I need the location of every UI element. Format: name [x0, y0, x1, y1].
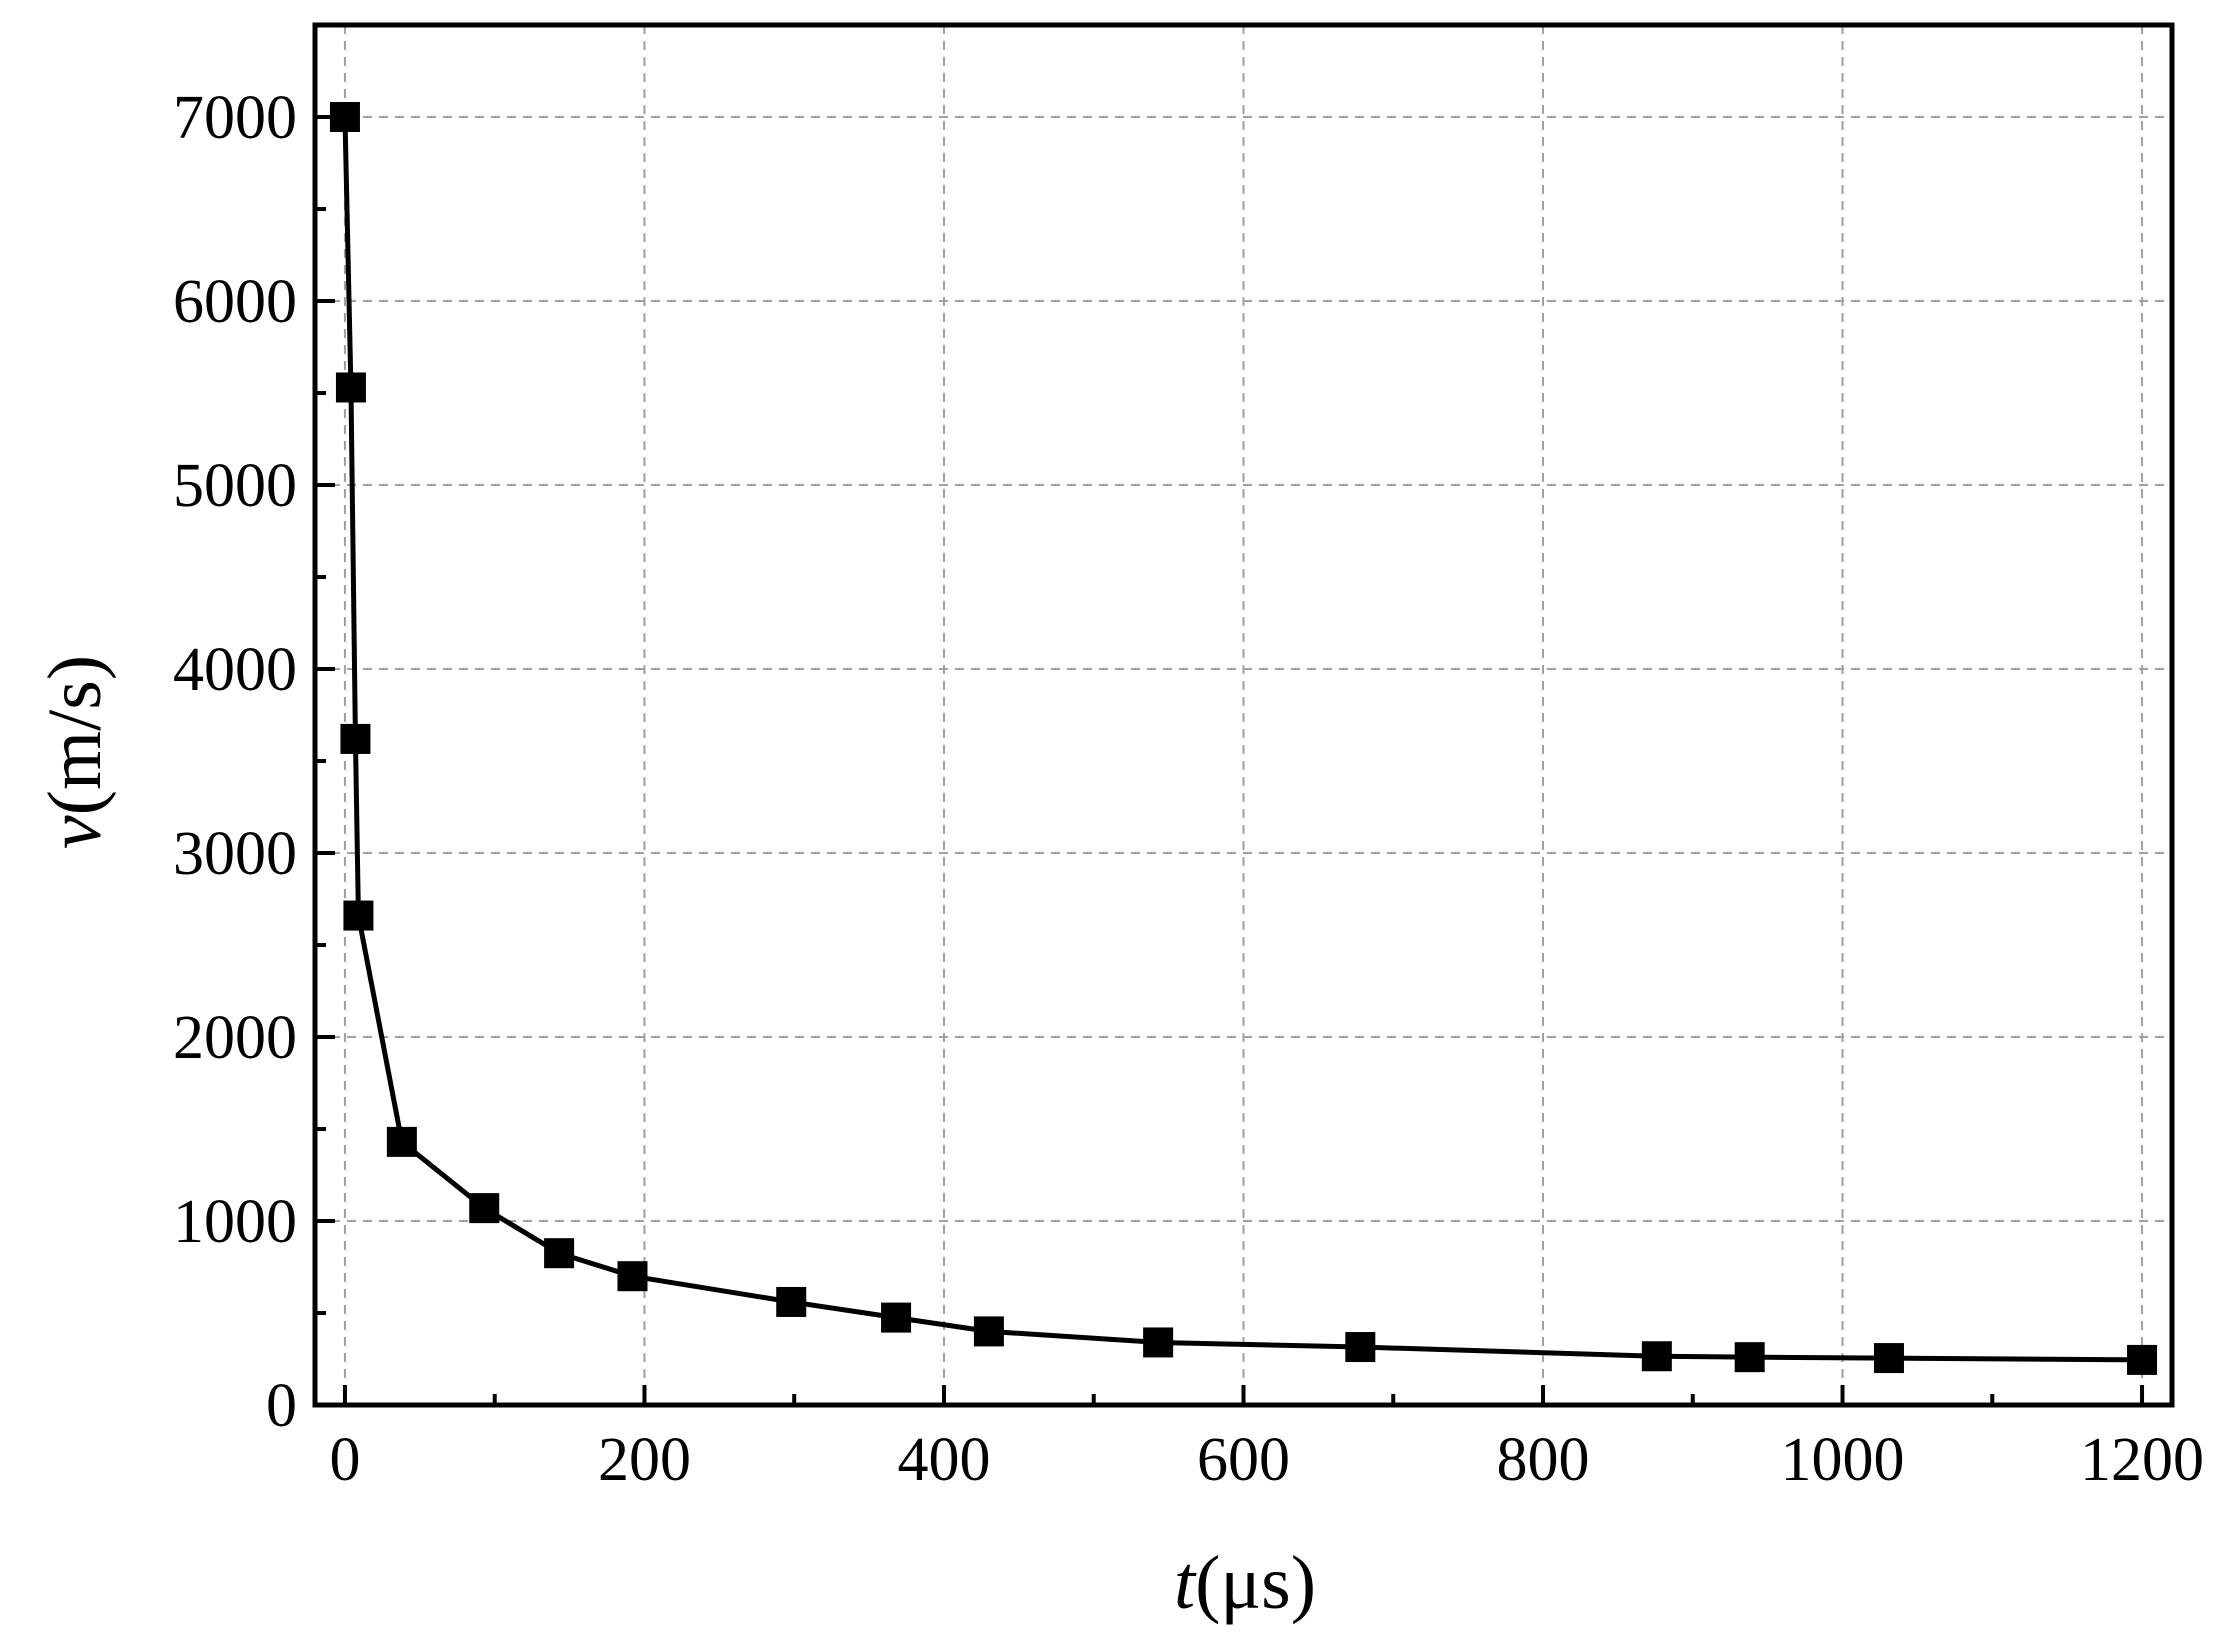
data-point: [469, 1193, 500, 1224]
grid-lines: [315, 25, 2172, 1405]
data-point: [340, 723, 371, 754]
y-tick-label: 3000: [173, 820, 297, 888]
data-point: [343, 900, 374, 931]
y-tick-label: 7000: [173, 84, 297, 152]
data-point: [329, 102, 360, 132]
axis-ticks: [315, 115, 2145, 1407]
y-axis-variable: v: [33, 815, 117, 849]
data-point: [335, 372, 366, 403]
y-tick-label: 4000: [173, 636, 297, 704]
y-tick-label: 0: [266, 1372, 297, 1440]
data-point: [386, 1126, 417, 1157]
y-tick-label: 6000: [173, 268, 297, 336]
x-tick-label: 0: [329, 1426, 360, 1494]
x-axis-variable: t: [1174, 1541, 1197, 1625]
y-tick-label: 1000: [173, 1188, 297, 1256]
x-axis-unit: (μs): [1195, 1541, 1316, 1625]
x-tick-label: 1000: [1781, 1426, 1905, 1494]
x-tick-label: 400: [897, 1426, 990, 1494]
x-tick-label: 200: [598, 1426, 691, 1494]
data-point: [1641, 1341, 1672, 1372]
series-1: [329, 102, 2158, 1375]
data-point: [2127, 1344, 2158, 1375]
data-point: [1345, 1332, 1376, 1363]
data-point: [776, 1286, 807, 1317]
x-tick-labels: 0 200 400 600 800 1000 1200: [329, 1426, 2204, 1494]
plot-frame: [312, 22, 2175, 1408]
y-tick-label: 5000: [173, 452, 297, 520]
y-tick-labels: 0 1000 2000 3000 4000 5000 6000 7000: [173, 84, 297, 1440]
data-point: [973, 1316, 1004, 1347]
y-axis-title: v(m/s): [33, 655, 117, 849]
x-tick-label: 1200: [2080, 1426, 2204, 1494]
x-axis-title: t(μs): [1174, 1541, 1316, 1625]
y-tick-label: 2000: [173, 1004, 297, 1072]
x-tick-label: 600: [1197, 1426, 1290, 1494]
data-point: [1143, 1327, 1174, 1358]
data-point: [617, 1261, 648, 1292]
x-tick-label: 800: [1497, 1426, 1590, 1494]
y-axis-unit: (m/s): [33, 655, 117, 815]
data-point: [1873, 1343, 1904, 1374]
data-point: [544, 1238, 575, 1269]
data-point: [1734, 1342, 1765, 1373]
data-point: [881, 1302, 912, 1333]
